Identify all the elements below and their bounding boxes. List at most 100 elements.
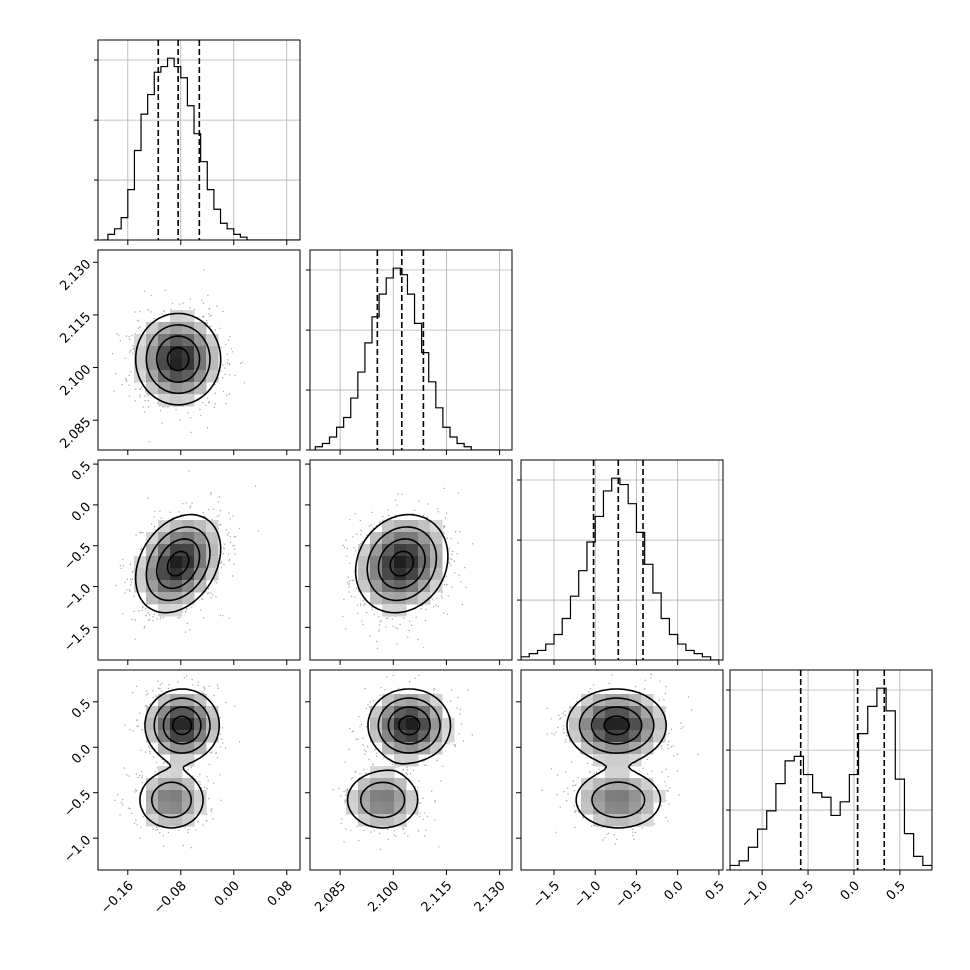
y-tick-label: 2.130 [57,257,94,294]
histogram-frame [97,39,301,241]
density-cell [182,310,195,323]
contour-line [134,312,222,406]
density-cell [641,730,654,743]
density-cell [641,802,654,815]
density-cell [569,718,582,731]
x-tick-label: 0.0 [661,878,686,903]
histogram-frame [729,669,933,871]
density-cell [382,520,395,533]
scatter-frame [97,249,301,451]
density-cell [194,346,207,359]
density-cell [158,592,171,605]
density-cell [170,370,183,383]
x-tick-label: −0.5 [784,878,817,911]
x-tick-label: 0.0 [838,878,863,903]
density-cell [605,778,618,791]
y-tick-label: −1.5 [61,622,94,655]
density-cell [170,532,183,545]
density-cell [170,568,183,581]
density-cell [158,568,171,581]
contour-line [145,526,211,602]
density-cell [406,754,419,767]
density-cell [194,382,207,395]
contour-line [139,688,220,829]
histogram-yticks [517,479,521,661]
density-cell [170,754,183,767]
density-cell [182,370,195,383]
density-cell [629,814,642,827]
histogram-yticks [726,689,730,871]
x-tick-label: 0.00 [212,878,243,909]
density-cell [617,754,630,767]
density-cell [194,556,207,569]
density-cell [653,706,666,719]
density-cell [146,358,159,371]
density-cell [346,802,359,815]
density-cell [382,730,395,743]
density-cell [170,694,183,707]
scatter-panel-3-1 [309,669,513,871]
density-cell [206,544,219,557]
density-cell [170,358,183,371]
density-cell [430,694,443,707]
density-cell [605,766,618,779]
density-cell [382,742,395,755]
density-cell [617,766,630,779]
density-cell [641,742,654,755]
density-cell [170,556,183,569]
density-cell [406,544,419,557]
density-cell [170,718,183,731]
contour-line [162,706,202,745]
density-cell [370,790,383,803]
contour-line [172,715,193,736]
density-cell [418,568,431,581]
scatter-panel-2-1 [309,459,513,661]
density-cell [182,568,195,581]
y-tick-label: 0.5 [69,697,94,722]
density-cell [430,568,443,581]
histogram-2 [517,459,724,661]
y-tick-label: 2.115 [57,310,94,347]
density-cell [194,790,207,803]
histogram-yticks [94,59,98,241]
density-cell [182,382,195,395]
density-cell [194,802,207,815]
density-cell [617,694,630,707]
contour-line [150,697,211,819]
density-cell [146,802,159,815]
contour-line [603,715,630,736]
density-cell [629,718,642,731]
density-cell [194,358,207,371]
density-cell [605,718,618,731]
density-cell [406,568,419,581]
density-cell [605,742,618,755]
scatter-frame [97,459,301,661]
x-tick-label: −0.5 [613,878,646,911]
density-cell [182,544,195,557]
scatter-panel-3-2 [520,669,724,871]
density-cell [605,754,618,767]
density-cell [617,718,630,731]
density-cell [394,520,407,533]
contour-line [578,697,655,819]
y-tick-label: 2.100 [57,362,94,399]
density-cell [182,346,195,359]
density-cell [406,742,419,755]
y-tick-label: 2.085 [57,415,94,452]
density-cell [406,718,419,731]
density-cell [605,790,618,803]
density-cell [170,730,183,743]
contour-line [398,715,421,736]
density-cell [170,580,183,593]
density-cell [182,334,195,347]
contour-line [389,550,415,577]
density-cell [653,718,666,731]
density-cell [593,790,606,803]
density-cell [170,802,183,815]
density-cell [581,706,594,719]
contour-line [145,324,211,395]
density-cell [593,778,606,791]
axis-ticks-2-1 [305,463,501,665]
density-cell [358,814,371,827]
density-cell [370,592,383,605]
